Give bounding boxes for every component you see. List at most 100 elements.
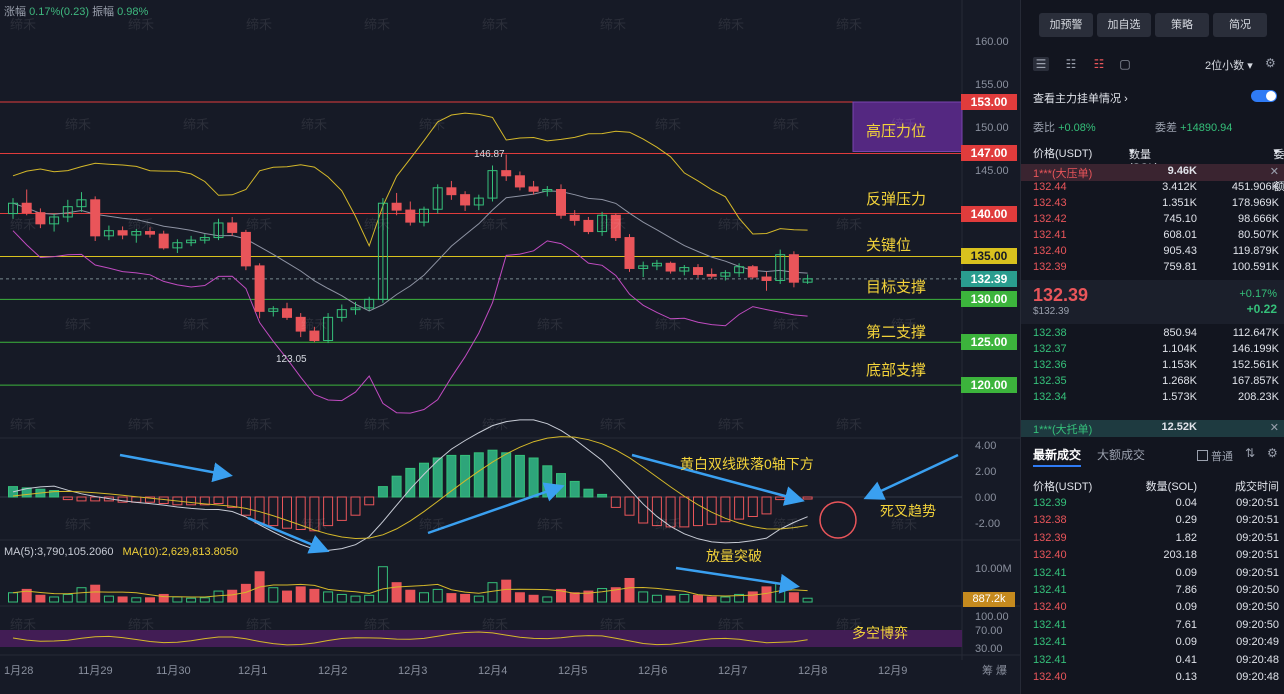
ask-row[interactable]: 132.41 608.01 80.507K (1021, 228, 1284, 245)
tab-large-trades[interactable]: 大额成交 (1097, 448, 1146, 462)
watermark-text: 缔禾 (718, 417, 745, 432)
ask-row[interactable]: 132.43 1.351K 178.969K (1021, 196, 1284, 213)
indicator-switch-label[interactable]: 筹 爆 (982, 665, 1008, 677)
watermark-text: 缔禾 (655, 517, 682, 532)
trade-row[interactable]: 132.40 0.09 09:20:50 (1021, 600, 1284, 617)
rsi-band (0, 630, 962, 647)
trade-row[interactable]: 132.41 0.09 09:20:49 (1021, 635, 1284, 652)
last-price-usd: $132.39 (1033, 306, 1070, 317)
watermark-text: 缔禾 (419, 317, 446, 332)
row-qty: 759.81 (1163, 261, 1197, 273)
filter-icon[interactable]: ⇅ (1245, 446, 1256, 460)
close-icon[interactable]: ✕ (1269, 422, 1279, 434)
macd-bar (569, 480, 580, 498)
trade-row[interactable]: 132.40 0.13 09:20:48 (1021, 670, 1284, 687)
big-ask-row: 1***(大压单) 9.46K ✕ (1021, 164, 1284, 181)
candle-body (514, 175, 525, 188)
candle-body (802, 278, 813, 283)
trade-row[interactable]: 132.39 1.82 09:20:51 (1021, 531, 1284, 548)
candle-body (734, 266, 745, 274)
trade-row[interactable]: 132.41 0.41 09:20:48 (1021, 653, 1284, 670)
macd-bar (405, 467, 416, 498)
row-amount: 146.199K (1231, 343, 1279, 355)
volume-bar (131, 597, 142, 603)
trade-row[interactable]: 132.41 0.09 09:20:51 (1021, 566, 1284, 583)
watermark-text: 缔禾 (773, 317, 800, 332)
bid-row[interactable]: 132.34 1.573K 208.23K (1021, 390, 1284, 407)
diff-info: 委差 +14890.94 (1155, 119, 1232, 135)
overview-button[interactable]: 简况 (1213, 13, 1267, 37)
ask-row[interactable]: 132.39 759.81 100.591K (1021, 260, 1284, 277)
candle-body (460, 194, 471, 206)
tab-latest-trades[interactable]: 最新成交 (1033, 448, 1082, 462)
bid-row[interactable]: 132.36 1.153K 152.561K (1021, 358, 1284, 375)
bid-row[interactable]: 132.38 850.94 112.647K (1021, 326, 1284, 343)
annotation-arrow (631, 453, 805, 506)
col-amount[interactable]: 委托额 ▾ (1273, 146, 1284, 193)
decimal-select[interactable]: 2位小数 ▾ (1205, 57, 1253, 73)
watermark-text: 缔禾 (128, 17, 155, 32)
trade-row[interactable]: 132.39 0.04 09:20:51 (1021, 496, 1284, 513)
order-panel: 加预警 加自选 策略 简况 ☰ ☷ ☷ ▢ 2位小数 ▾ ⚙ 查看主力挂单情况 … (1020, 0, 1284, 694)
trade-header: 价格(USDT) 数量(SOL) 成交时间 (1021, 477, 1284, 494)
depth-asks-icon[interactable]: ☷ (1093, 57, 1105, 71)
macd-bar (775, 496, 786, 501)
row-price: 132.40 (1033, 671, 1067, 683)
macd-bar (720, 496, 731, 523)
row-price: 132.41 (1033, 618, 1067, 631)
depth-both-icon[interactable]: ☰ (1033, 57, 1049, 71)
order-book-link[interactable]: 查看主力挂单情况 › (1033, 90, 1128, 106)
settings-icon[interactable]: ⚙ (1265, 56, 1276, 70)
macd-bar (131, 496, 142, 503)
watermark-text: 缔禾 (364, 17, 391, 32)
macd-bar (460, 454, 471, 498)
volume-bar (706, 596, 717, 603)
depth-bids-icon[interactable]: ▢ (1119, 57, 1131, 71)
tab-underline (1033, 465, 1081, 467)
rsi-note: 多空博弈 (852, 625, 908, 641)
settings-icon[interactable]: ⚙ (1267, 446, 1278, 460)
zone-label-bottom-support: 底部支撑 (866, 362, 927, 379)
candle-body (569, 214, 580, 221)
volume-bar (597, 588, 608, 603)
order-book-toggle[interactable] (1251, 90, 1277, 102)
bid-row[interactable]: 132.37 1.104K 146.199K (1021, 342, 1284, 359)
ratio-value: +0.08% (1058, 122, 1096, 134)
candle-body (103, 230, 114, 237)
trade-row[interactable]: 132.38 0.29 09:20:51 (1021, 513, 1284, 530)
zone-label-key-level: 关键位 (866, 237, 912, 254)
candle-body (350, 307, 361, 311)
trade-row[interactable]: 132.41 7.86 09:20:50 (1021, 583, 1284, 600)
candle-body (227, 222, 238, 233)
row-price: 132.41 (1033, 653, 1067, 666)
candle-body (665, 262, 676, 272)
ask-row[interactable]: 132.44 3.412K 451.906K (1021, 180, 1284, 197)
macd-bar (487, 449, 498, 498)
macd-bar (734, 496, 745, 520)
add-alert-button[interactable]: 加预警 (1039, 13, 1093, 37)
normal-checkbox[interactable] (1197, 450, 1208, 461)
volume-bar (377, 566, 388, 603)
candle-body (295, 316, 306, 332)
col-price: 价格(USDT) (1033, 148, 1093, 160)
macd-bar (199, 496, 210, 506)
trade-row[interactable]: 132.40 203.18 09:20:51 (1021, 548, 1284, 565)
volume-bar (720, 596, 731, 603)
close-icon[interactable]: ✕ (1269, 166, 1279, 178)
volume-bar (391, 582, 402, 603)
candle-body (145, 231, 155, 235)
kline-chart[interactable]: 涨幅 0.17%(0.23) 振幅 0.98% 160.00 155.00 15… (0, 0, 1020, 694)
candle-body (761, 276, 772, 281)
bid-row[interactable]: 132.35 1.268K 167.857K (1021, 374, 1284, 391)
candle-body (35, 212, 46, 225)
ask-row[interactable]: 132.42 745.10 98.666K (1021, 212, 1284, 229)
depth-list-icon[interactable]: ☷ (1065, 57, 1077, 71)
ask-row[interactable]: 132.40 905.43 119.879K (1021, 244, 1284, 261)
add-watchlist-button[interactable]: 加自选 (1097, 13, 1151, 37)
strategy-button[interactable]: 策略 (1155, 13, 1209, 37)
candle-body (446, 187, 457, 196)
candle-body (679, 267, 690, 272)
trade-row[interactable]: 132.41 7.61 09:20:50 (1021, 618, 1284, 635)
col-qty[interactable]: 数量 (SOL) ▾ (1129, 145, 1158, 174)
macd-bar (747, 496, 758, 517)
